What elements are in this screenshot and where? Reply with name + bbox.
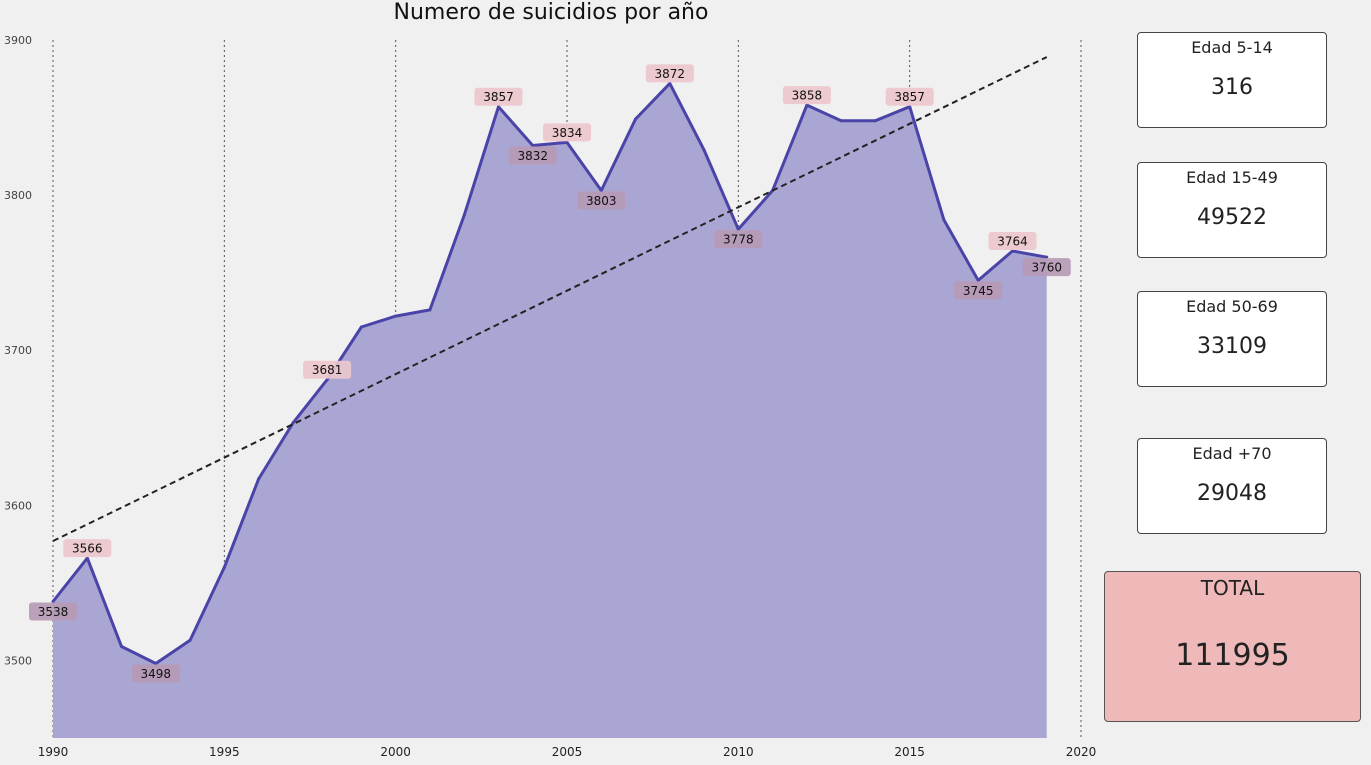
x-tick-label: 1990 (38, 745, 69, 759)
y-tick-label: 3500 (4, 654, 32, 667)
x-tick-label: 2015 (894, 745, 925, 759)
card-age-70-plus: Edad +70 29048 (1137, 438, 1327, 534)
data-label: 3857 (894, 90, 925, 104)
data-point (805, 103, 809, 107)
data-point (154, 662, 158, 666)
data-point (120, 644, 124, 648)
data-point (599, 188, 603, 192)
data-label: 3760 (1031, 261, 1062, 275)
data-point (496, 105, 500, 109)
data-label: 3857 (483, 90, 514, 104)
data-label-box (303, 360, 352, 379)
data-label: 3858 (792, 89, 823, 103)
data-label: 3681 (312, 363, 343, 377)
data-point (976, 278, 980, 282)
data-label-box (474, 87, 523, 106)
data-point (1045, 255, 1049, 259)
x-tick-label: 2005 (552, 745, 583, 759)
data-label-box (131, 664, 180, 683)
card-value: 316 (1211, 75, 1253, 100)
data-point (325, 378, 329, 382)
x-tick-label: 2000 (380, 745, 411, 759)
data-label: 3778 (723, 233, 754, 247)
card-label: Edad 15-49 (1186, 168, 1278, 187)
area-fill (53, 83, 1047, 738)
data-label-box (885, 87, 934, 106)
card-label: Edad +70 (1192, 444, 1272, 463)
axis-tick-labels: 1990 1995 2000 2005 2010 2015 2020 3500 3600 3700… (4, 34, 1096, 759)
data-point (873, 119, 877, 123)
data-label-box (543, 123, 591, 142)
total-value: 111995 (1175, 638, 1290, 673)
data-label: 3803 (586, 194, 617, 208)
data-label: 3832 (517, 149, 548, 163)
data-point (394, 314, 398, 318)
data-label-box (1022, 258, 1071, 277)
data-label: 3498 (141, 667, 172, 681)
card-value: 33109 (1197, 334, 1267, 359)
card-age-5-14: Edad 5-14 316 (1137, 32, 1327, 128)
chart-title: Numero de suicidios por año (394, 0, 709, 25)
line-area-chart: Numero de suicidios por año 3538 3566 3498… (4, 0, 1096, 759)
data-label-box (577, 191, 626, 210)
data-label-box (782, 86, 831, 105)
data-point (908, 105, 912, 109)
area-layer (51, 81, 1049, 738)
y-tick-label: 3900 (4, 34, 32, 47)
data-point (736, 227, 740, 231)
card-age-15-49: Edad 15-49 49522 (1137, 162, 1327, 258)
trend-line (52, 56, 1048, 542)
data-point (257, 477, 261, 481)
data-point (462, 213, 466, 217)
x-tick-label: 1995 (209, 745, 240, 759)
data-point (668, 81, 672, 85)
x-tick-label: 2010 (723, 745, 754, 759)
y-tick-label: 3700 (4, 344, 32, 357)
data-point (291, 421, 295, 425)
data-point (359, 325, 363, 329)
data-label: 3872 (655, 67, 686, 81)
data-label: 3834 (552, 126, 583, 140)
data-label: 3538 (38, 605, 69, 619)
data-point (565, 140, 569, 144)
data-point (839, 119, 843, 123)
data-point (222, 565, 226, 569)
data-point (188, 638, 192, 642)
data-label-box (508, 146, 557, 165)
data-point (85, 556, 89, 560)
data-point (531, 143, 535, 147)
data-point (1010, 249, 1014, 253)
data-label-box (645, 64, 694, 83)
y-tick-label: 3600 (4, 499, 32, 512)
data-label-box (988, 231, 1037, 250)
data-label-box (29, 602, 77, 621)
data-label-box (63, 539, 112, 558)
data-point (634, 117, 638, 121)
card-label: Edad 50-69 (1186, 297, 1278, 316)
card-age-50-69: Edad 50-69 33109 (1137, 291, 1327, 387)
data-point (51, 600, 55, 604)
data-label: 3745 (963, 284, 994, 298)
y-tick-label: 3800 (4, 189, 32, 202)
card-value: 49522 (1197, 205, 1267, 230)
total-label: TOTAL (1200, 576, 1265, 600)
trend-layer (52, 56, 1048, 542)
data-point (942, 218, 946, 222)
card-total: TOTAL 111995 (1104, 571, 1361, 722)
data-label-box (954, 281, 1003, 300)
card-label: Edad 5-14 (1191, 38, 1273, 57)
data-point (702, 148, 706, 152)
x-tick-label: 2020 (1066, 745, 1097, 759)
data-point (428, 308, 432, 312)
data-labels: 3538 3566 3498 3681 3857 3832 3834 3803 3872 3778… (29, 64, 1071, 683)
card-value: 29048 (1197, 481, 1267, 506)
data-label: 3566 (72, 542, 103, 556)
data-label-box (714, 230, 763, 249)
data-label: 3764 (997, 234, 1028, 248)
series-line (51, 81, 1047, 665)
